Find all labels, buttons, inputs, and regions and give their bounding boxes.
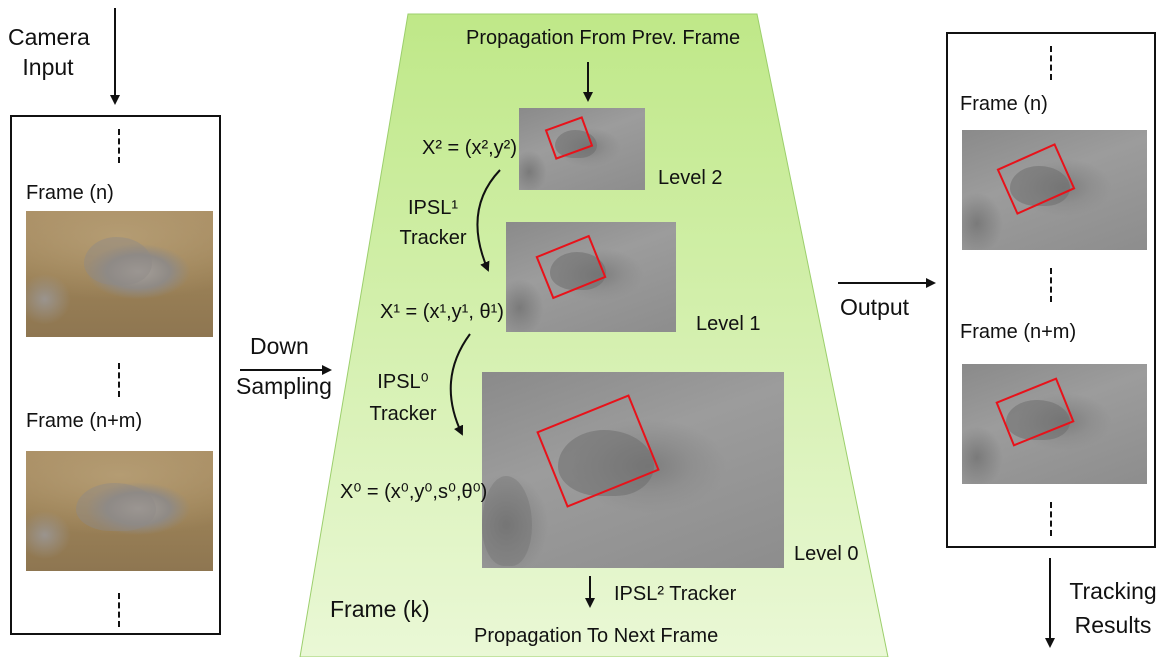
rhino-shape [558, 430, 654, 496]
output-label: Output [840, 294, 910, 320]
x0-state-label: X⁰ = (x⁰,y⁰,s⁰,θ⁰) [340, 481, 488, 503]
frame-k-label: Frame (k) [330, 596, 430, 622]
continuation-dash [1050, 46, 1052, 80]
output-frame-nm-tracking-box [995, 377, 1075, 447]
output-frame-n-tracking-box [996, 143, 1076, 215]
ipsl1-label: IPSL¹ [407, 197, 459, 219]
ipsl0-tracker-label: IPSL⁰ Tracker [368, 370, 438, 426]
ipsl0-label: IPSL⁰ [377, 371, 429, 393]
down-label: Down [250, 333, 309, 359]
ipsl1-curved-arrow [476, 169, 501, 272]
level2-image [519, 108, 645, 190]
continuation-dash [1050, 502, 1052, 536]
level1-tracking-box [535, 234, 607, 300]
ipsl1-tracker-label: IPSL¹ Tracker [398, 196, 468, 250]
ipsl0-curved-arrow [449, 333, 471, 436]
rhino-shape [1010, 166, 1070, 206]
down-sampling-label: Down Sampling [236, 333, 332, 400]
tracker-label: Tracker [399, 227, 467, 249]
continuation-dash [118, 593, 120, 627]
propagation-from-label: Propagation From Prev. Frame [466, 27, 741, 49]
input-frame-n-label: Frame (n) [26, 182, 114, 204]
output-frame-n-image [962, 130, 1147, 250]
level0-tracking-box [536, 394, 660, 508]
input-frame-n-image [26, 211, 213, 337]
tracking-results-label: Tracking Results [1068, 578, 1158, 639]
rhino-shape [482, 476, 532, 566]
x1-state-label: X¹ = (x¹,y¹, θ¹) [380, 301, 504, 323]
continuation-dash [118, 129, 120, 163]
continuation-dash [118, 363, 120, 397]
input-label: Input [22, 53, 74, 80]
propagation-to-label: Propagation To Next Frame [474, 625, 719, 647]
rhino-shape [550, 252, 606, 290]
output-frames-panel: Frame (n) Frame (n+m) [946, 32, 1156, 548]
continuation-dash [1050, 268, 1052, 302]
rhino-shape [84, 237, 152, 285]
level0-label: Level 0 [794, 543, 859, 565]
ipsl2-tracker-label: IPSL² Tracker [614, 583, 737, 605]
level1-image [506, 222, 676, 332]
output-frame-nm-image [962, 364, 1147, 484]
level0-image [482, 372, 784, 568]
results-label: Results [1074, 611, 1152, 638]
tracker-label: Tracker [369, 403, 437, 425]
tracking-label: Tracking [1069, 578, 1157, 604]
output-frame-n-label: Frame (n) [960, 93, 1048, 115]
input-frames-panel: Frame (n) Frame (n+m) [10, 115, 221, 635]
x2-state-label: X² = (x²,y²) [422, 137, 517, 159]
camera-label: Camera [8, 24, 90, 50]
sampling-label: Sampling [236, 372, 332, 399]
rhino-shape [76, 483, 156, 531]
input-frame-nm-image [26, 451, 213, 571]
rhino-shape [555, 130, 597, 158]
input-frame-nm-label: Frame (n+m) [26, 410, 143, 432]
rhino-shape [1006, 400, 1070, 440]
level1-label: Level 1 [696, 313, 761, 335]
camera-input-label: Camera Input [8, 24, 90, 81]
level2-label: Level 2 [658, 167, 723, 189]
output-frame-nm-label: Frame (n+m) [960, 321, 1077, 343]
